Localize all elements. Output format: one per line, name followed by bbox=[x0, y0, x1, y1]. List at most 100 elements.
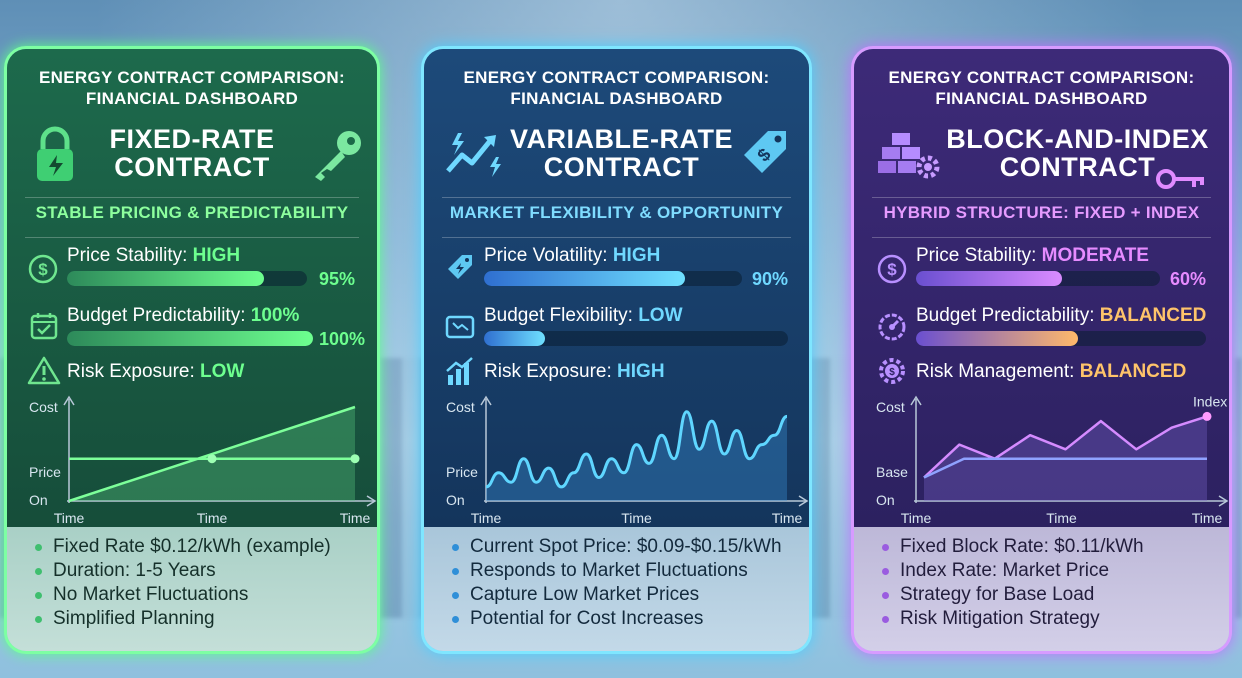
metric-value: 100% bbox=[250, 305, 300, 326]
y-tick-label: Cost bbox=[29, 399, 58, 415]
metric-value: HIGH bbox=[612, 245, 661, 266]
divider bbox=[872, 237, 1211, 238]
divider bbox=[25, 237, 359, 238]
dashboard-title: ENERGY CONTRACT COMPARISON: FINANCIAL DA… bbox=[463, 68, 770, 108]
metric-label: Risk Exposure: bbox=[67, 361, 201, 382]
dashboard-title: ENERGY CONTRACT COMPARISON: FINANCIAL DA… bbox=[888, 68, 1195, 108]
metric-value: HIGH bbox=[617, 361, 665, 382]
wallet-icon bbox=[444, 311, 476, 346]
series-line bbox=[923, 457, 1207, 479]
metric-budget-predictability: Budget Predictability: BALANCED bbox=[916, 305, 1206, 327]
contract-title-line1: BLOCK-AND-INDEX bbox=[946, 124, 1209, 154]
metric-value: MODERATE bbox=[1041, 245, 1149, 266]
bullet-list: Fixed Block Rate: $0.11/kWh Index Rate: … bbox=[854, 527, 1229, 651]
y-axis-arrow bbox=[910, 395, 922, 406]
dollar-coin-icon: $ bbox=[876, 253, 908, 290]
series-line bbox=[68, 405, 356, 503]
metric-label: Risk Management: bbox=[916, 361, 1080, 382]
metric-label: Price Volatility: bbox=[484, 245, 613, 266]
contract-title: FIXED-RATE CONTRACT bbox=[67, 125, 317, 181]
bullet-item: Risk Mitigation Strategy bbox=[880, 607, 1229, 631]
progress-bar bbox=[484, 271, 742, 286]
y-tick-label: On bbox=[876, 492, 895, 508]
metric-label: Budget Predictability: bbox=[916, 305, 1100, 326]
svg-text:$: $ bbox=[887, 260, 897, 279]
divider bbox=[872, 197, 1211, 198]
bullet-list: Current Spot Price: $0.09-$0.15/kWh Resp… bbox=[424, 527, 809, 651]
fixed-rate-card: ENERGY CONTRACT COMPARISON: FINANCIAL DA… bbox=[4, 46, 380, 654]
block-and-index-card: ENERGY CONTRACT COMPARISON: FINANCIAL DA… bbox=[851, 46, 1232, 654]
dollar-coin-icon: $ bbox=[27, 253, 59, 290]
metric-label: Price Stability: bbox=[916, 245, 1042, 266]
series-area bbox=[486, 411, 787, 501]
metric-value: BALANCED bbox=[1079, 361, 1187, 382]
calendar-icon bbox=[29, 311, 59, 346]
progress-fill bbox=[484, 271, 686, 286]
x-tick-label: Time bbox=[197, 510, 228, 526]
divider bbox=[442, 197, 791, 198]
warning-icon bbox=[27, 355, 61, 390]
metric-percent: 95% bbox=[319, 269, 356, 289]
x-tick-label: Time bbox=[471, 510, 502, 526]
annotation-label: Index bbox=[1193, 393, 1227, 409]
y-tick-label: Price bbox=[29, 464, 61, 480]
progress-fill bbox=[916, 271, 1063, 286]
y-tick-label: Price bbox=[446, 464, 478, 480]
y-axis-arrow bbox=[63, 395, 75, 406]
x-tick-label: Time bbox=[772, 510, 803, 526]
metric-price-stability: Price Stability: MODERATE bbox=[916, 245, 1149, 267]
metric-budget-flexibility: Budget Flexibility: LOW bbox=[484, 305, 683, 327]
data-point bbox=[207, 454, 217, 464]
bullet-item: Duration: 1-5 Years bbox=[33, 559, 377, 583]
x-tick-label: Time bbox=[1046, 510, 1077, 526]
y-tick-label: Cost bbox=[876, 399, 905, 415]
variable-rate-card: ENERGY CONTRACT COMPARISON: FINANCIAL DA… bbox=[421, 46, 812, 654]
gauge-icon bbox=[876, 311, 908, 348]
contract-title: BLOCK-AND-INDEX CONTRACT bbox=[944, 125, 1211, 181]
x-tick-label: Time bbox=[340, 510, 371, 526]
price-tag-icon: $ bbox=[734, 125, 794, 190]
metric-value: LOW bbox=[638, 305, 683, 326]
bullet-item: Fixed Block Rate: $0.11/kWh bbox=[880, 535, 1229, 559]
metric-label: Budget Flexibility: bbox=[484, 305, 639, 326]
dashboard-title: ENERGY CONTRACT COMPARISON: FINANCIAL DA… bbox=[39, 68, 345, 108]
metric-label: Price Stability: bbox=[67, 245, 193, 266]
metric-risk-exposure: Risk Exposure: LOW bbox=[67, 361, 244, 383]
x-axis-arrow bbox=[798, 495, 809, 507]
bullet-item: Current Spot Price: $0.09-$0.15/kWh bbox=[450, 535, 809, 559]
svg-text:$: $ bbox=[38, 260, 48, 279]
metric-percent: 90% bbox=[752, 269, 789, 289]
bullet-item: Simplified Planning bbox=[33, 607, 377, 631]
metric-value: BALANCED bbox=[1099, 305, 1207, 326]
x-axis-arrow bbox=[1218, 495, 1229, 507]
y-tick-label: Base bbox=[876, 464, 908, 480]
key-icon bbox=[1156, 167, 1208, 196]
progress-bar bbox=[916, 271, 1160, 286]
bullet-item: Responds to Market Fluctuations bbox=[450, 559, 809, 583]
bullet-item: Capture Low Market Prices bbox=[450, 583, 809, 607]
metric-value: HIGH bbox=[192, 245, 241, 266]
x-tick-label: Time bbox=[901, 510, 932, 526]
y-axis-arrow bbox=[480, 395, 492, 406]
metric-value: LOW bbox=[200, 361, 245, 382]
series-line bbox=[485, 410, 788, 489]
bullet-item: Strategy for Base Load bbox=[880, 583, 1229, 607]
contract-subtitle: STABLE PRICING & PREDICTABILITY bbox=[35, 203, 349, 222]
progress-bar bbox=[67, 271, 307, 286]
metric-price-volatility: Price Volatility: HIGH bbox=[484, 245, 660, 267]
series-line bbox=[923, 415, 1208, 479]
bullet-item: Fixed Rate $0.12/kWh (example) bbox=[33, 535, 377, 559]
metric-price-stability: Price Stability: HIGH bbox=[67, 245, 240, 267]
progress-fill bbox=[484, 331, 545, 346]
metric-percent: 60% bbox=[1170, 269, 1207, 289]
svg-text:$: $ bbox=[889, 367, 895, 378]
divider bbox=[442, 237, 791, 238]
bar-chart-trend-icon bbox=[444, 355, 476, 392]
progress-fill bbox=[916, 331, 1079, 346]
progress-bar bbox=[916, 331, 1206, 346]
contract-title-line2: CONTRACT bbox=[543, 152, 700, 182]
tag-lightning-icon bbox=[444, 251, 476, 288]
x-tick-label: Time bbox=[54, 510, 85, 526]
divider bbox=[25, 197, 359, 198]
contract-title: VARIABLE-RATE CONTRACT bbox=[504, 125, 739, 181]
